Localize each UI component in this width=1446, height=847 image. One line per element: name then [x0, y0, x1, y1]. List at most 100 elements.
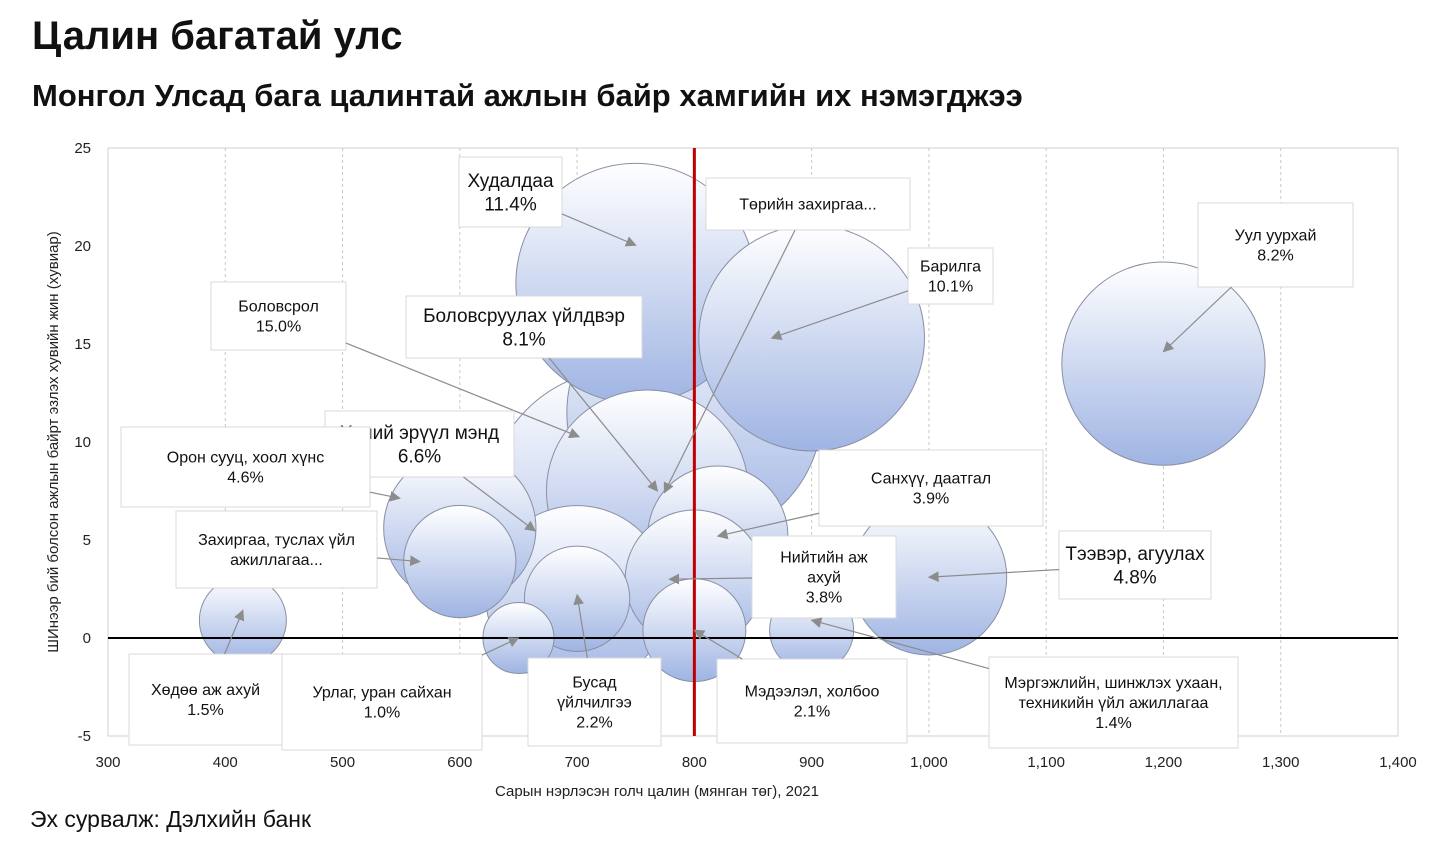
label-text: 2.2% [576, 715, 612, 732]
label-box [210, 281, 347, 351]
label-text: 15.0% [256, 319, 301, 336]
label-text: Худалдаа [467, 171, 554, 192]
label-box [988, 656, 1239, 749]
y-tick-label: 20 [74, 238, 91, 255]
label-arrow [927, 568, 1060, 583]
bubble-label: Төрийн захиргаа... [663, 177, 911, 494]
label-text: Мэргэжлийн, шинжлэх ухаан, [1004, 675, 1222, 692]
bubble-label: Мэргэжлийн, шинжлэх ухаан, техникийн үйл … [810, 617, 1239, 749]
label-box [281, 653, 483, 751]
bubble-label: Орон сууц, хоол хүнс 4.6% [120, 426, 401, 508]
y-axis-label: ШИнээр бий болсон ажлын байрт эзлэх хуви… [45, 231, 62, 653]
label-arrow [770, 290, 909, 341]
bubble-label: Урлаг, уран сайхан 1.0% [281, 637, 520, 751]
label-arrow [561, 213, 637, 247]
label-text: Боловсрол [238, 299, 319, 316]
label-text: Барилга [920, 259, 981, 276]
label-arrow [369, 491, 401, 502]
source-note: Эх сурвалж: Дэлхийн банк [30, 806, 312, 832]
label-text: Нийтийн аж [780, 550, 868, 567]
label-arrow [810, 617, 990, 670]
label-text: Төрийн захиргаа... [739, 197, 876, 214]
label-text: 4.8% [1113, 568, 1156, 589]
x-tick-label: 800 [682, 754, 707, 771]
bubble [198, 576, 287, 665]
label-text: Орон сууц, хоол хүнс [167, 450, 324, 467]
label-text: 8.1% [502, 330, 545, 351]
label-text: 1.5% [187, 702, 223, 719]
x-tick-label: 1,200 [1145, 754, 1183, 771]
y-tick-label: -5 [78, 728, 91, 745]
label-text: 6.6% [398, 447, 441, 468]
label-arrow [668, 573, 753, 585]
x-tick-label: 500 [330, 754, 355, 771]
bubble-label: Боловсрол 15.0% [210, 281, 581, 439]
bubble-label: Захиргаа, туслах үйл ажиллагаа... [175, 510, 421, 589]
label-text: Санхүү, даатгал [871, 471, 991, 488]
label-text: 11.4% [484, 195, 537, 216]
label-box [716, 658, 908, 744]
bubble-label: Нийтийн аж ахуй 3.8% [668, 535, 897, 619]
label-text: Захиргаа, туслах үйл [198, 532, 355, 549]
x-tick-label: 900 [799, 754, 824, 771]
label-arrow [548, 357, 659, 492]
x-tick-label: 300 [95, 754, 120, 771]
label-text: Хөдөө аж ахуй [151, 682, 260, 699]
label-box [175, 510, 378, 589]
label-text: 2.1% [794, 704, 830, 721]
y-tick-label: 10 [74, 434, 91, 451]
label-text: Уул уурхай [1235, 228, 1317, 245]
label-box [1058, 530, 1212, 600]
label-text: Тээвэр, агуулах [1065, 544, 1205, 565]
label-box [120, 426, 371, 508]
bubble-label: Мэдээлэл, холбоо 2.1% [693, 629, 908, 744]
x-tick-label: 600 [447, 754, 472, 771]
label-box [527, 657, 662, 747]
label-box [458, 156, 563, 228]
label-box [1197, 202, 1354, 288]
label-text: Мэдээлэл, холбоо [745, 684, 880, 701]
label-arrow [693, 629, 743, 660]
label-box [705, 177, 911, 231]
y-tick-label: 0 [83, 630, 91, 647]
bubble-label: Тээвэр, агуулах 4.8% [927, 530, 1212, 600]
label-text: 3.8% [806, 590, 842, 607]
x-tick-label: 700 [565, 754, 590, 771]
label-text: 1.4% [1095, 715, 1131, 732]
label-text: үйлчилгээ [557, 695, 632, 712]
bubble-label: Уул уурхай 8.2% [1162, 202, 1354, 353]
label-box [907, 247, 994, 305]
label-text: 8.2% [1257, 248, 1293, 265]
bubble-labels: Худалдаа 11.4% Төрийн захиргаа... Барилга 10… [120, 156, 1354, 751]
x-axis-label: Сарын нэрлэсэн голч цалин (мянган төг), … [495, 783, 819, 800]
label-text: 3.9% [913, 491, 949, 508]
bubble-label: Бусад үйлчилгээ 2.2% [527, 593, 662, 747]
label-box [128, 653, 283, 746]
label-text: 4.6% [227, 470, 263, 487]
label-arrow [573, 593, 588, 659]
bubble [1061, 261, 1266, 466]
label-text: Бусад [572, 675, 617, 692]
label-text: Хүний эрүүл мэнд [340, 423, 499, 444]
label-arrow [1162, 286, 1232, 353]
label-arrow [716, 512, 820, 540]
label-text: Урлаг, уран сайхан [312, 685, 451, 702]
bubble-label: Боловсруулах үйлдвэр 8.1% [405, 295, 659, 492]
label-text: 1.0% [364, 705, 400, 722]
y-tick-label: 5 [83, 532, 91, 549]
axis-ticks: 300 400 500 600 700 800 900 1,000 1,100 1,200 1,30… [74, 140, 1416, 771]
x-tick-label: 1,000 [910, 754, 948, 771]
bubble [403, 504, 517, 619]
bubble-label: Санхүү, даатгал 3.9% [716, 449, 1044, 540]
x-tick-label: 1,100 [1027, 754, 1065, 771]
label-box [751, 535, 897, 619]
bubble-label: Барилга 10.1% [770, 247, 994, 341]
label-box [818, 449, 1044, 527]
x-tick-label: 1,300 [1262, 754, 1300, 771]
label-text: техникийн үйл ажиллагаа [1019, 695, 1209, 712]
bubble-label: Худалдаа 11.4% [458, 156, 637, 247]
x-tick-label: 1,400 [1379, 754, 1417, 771]
label-arrow [345, 342, 581, 439]
x-tick-label: 400 [213, 754, 238, 771]
